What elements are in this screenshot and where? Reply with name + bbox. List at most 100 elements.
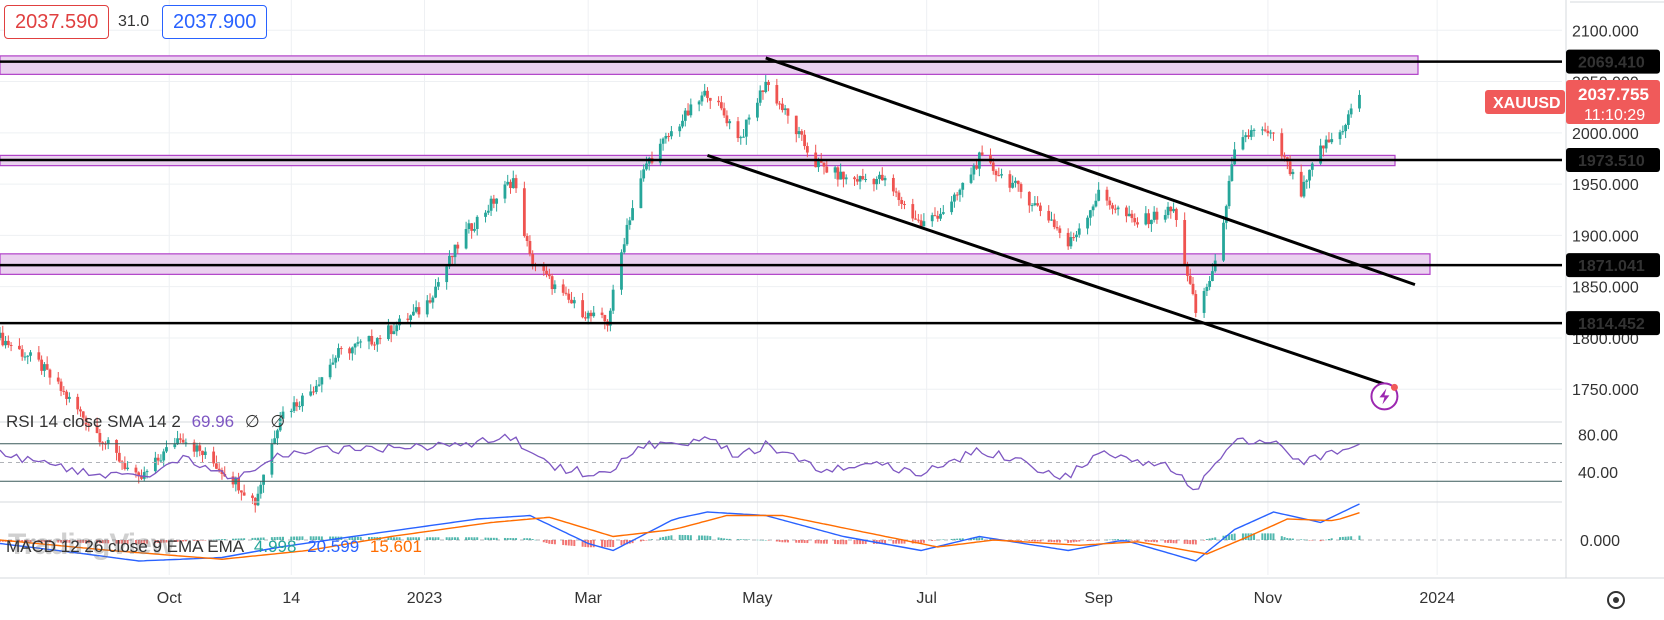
macd-histogram-bar <box>370 537 373 540</box>
time-tick-label[interactable]: Nov <box>1254 590 1282 607</box>
macd-histogram-bar <box>315 536 318 540</box>
macd-histogram-bar <box>1347 536 1350 540</box>
time-tick-label[interactable]: Mar <box>574 590 602 607</box>
macd-histogram-bar <box>1008 540 1011 541</box>
macd-histogram-bar <box>293 536 296 540</box>
channel-line-1[interactable] <box>765 56 1416 287</box>
horizontal-levels[interactable] <box>0 60 1562 325</box>
macd-histogram-bar <box>1289 538 1292 540</box>
macd-histogram-bar <box>470 537 473 540</box>
macd-histogram-bar <box>220 539 223 540</box>
candle-body <box>26 355 30 357</box>
macd-histogram-bar <box>1050 540 1053 543</box>
macd-histogram-bar <box>884 540 887 544</box>
macd-histogram-bar <box>281 536 284 540</box>
candle-body <box>891 177 895 192</box>
macd-histogram-bar <box>781 540 784 543</box>
macd-histogram-bar <box>184 540 187 542</box>
candle-body <box>492 198 496 204</box>
macd-histogram-bar <box>903 540 906 544</box>
macd-histogram-bar <box>104 540 107 544</box>
channel-lines[interactable] <box>706 56 1416 411</box>
time-axis[interactable]: Oct 14 2023 Mar May Jul Sep Nov 2024 <box>157 590 1625 609</box>
macd-signal-line <box>0 512 1360 561</box>
time-tick-label[interactable]: Oct <box>157 590 182 607</box>
time-tick-label[interactable]: Sep <box>1084 590 1113 607</box>
candle-body <box>237 477 241 491</box>
macd-histogram-bar <box>96 540 99 544</box>
candle-body <box>683 110 687 121</box>
macd-histogram-bar <box>21 540 24 543</box>
macd-histogram-bar <box>18 540 21 543</box>
macd-histogram-bar <box>526 538 529 540</box>
macd-histogram-bar <box>1186 540 1189 545</box>
candle-body <box>528 240 532 254</box>
candle-body <box>1266 130 1270 134</box>
macd-histogram-bar <box>806 540 809 544</box>
macd-histogram-bar <box>920 540 923 544</box>
macd-histogram-bar <box>412 537 415 540</box>
candle-body <box>1152 211 1156 220</box>
time-tick-label[interactable]: 2023 <box>407 590 443 607</box>
ask-price-box[interactable]: 2037.900 <box>162 5 268 39</box>
candle-body <box>220 470 224 475</box>
macd-histogram-bar <box>1019 540 1022 541</box>
macd-histogram-bar <box>936 539 939 541</box>
macd-histogram-bar <box>684 535 687 540</box>
macd-histogram-bar <box>1028 540 1031 542</box>
macd-histogram-bar <box>298 536 301 540</box>
channel-line-2[interactable] <box>706 153 1385 386</box>
macd-histogram-bar <box>567 540 570 546</box>
time-tick-label[interactable]: May <box>742 590 772 607</box>
macd-histogram-bar <box>609 540 612 548</box>
macd-histogram-bar <box>26 540 29 543</box>
macd-histogram-bar <box>60 540 63 543</box>
macd-histogram-bar <box>232 538 235 540</box>
macd-histogram-bar <box>834 540 837 545</box>
candle-body <box>1194 294 1198 313</box>
macd-histogram-bar <box>257 537 260 540</box>
candle-body <box>955 194 959 196</box>
macd-histogram-bar <box>40 540 43 543</box>
macd-histogram-bar <box>134 540 137 545</box>
candle-body <box>1172 208 1175 212</box>
bid-price-box[interactable]: 2037.590 <box>4 5 110 39</box>
macd-histogram-bar <box>165 540 168 543</box>
macd-histogram-bar <box>1033 540 1036 542</box>
macd-histogram-bar <box>931 540 934 541</box>
time-tick-label[interactable]: Jul <box>916 590 936 607</box>
rsi-extra-2: ∅ <box>270 412 286 431</box>
candle-body <box>137 472 141 477</box>
macd-histogram-bar <box>204 540 207 541</box>
settings-gear-icon[interactable] <box>1607 591 1625 609</box>
macd-histogram-bar <box>728 538 731 540</box>
time-tick-label[interactable]: 14 <box>282 590 300 607</box>
macd-histogram-bar <box>1305 539 1308 541</box>
candle-body <box>511 178 515 189</box>
candle-body <box>1310 163 1314 170</box>
candle-body <box>747 117 751 120</box>
macd-histogram-bar <box>623 540 626 545</box>
candle-body <box>192 442 196 452</box>
candle-body <box>1222 222 1225 261</box>
macd-histogram-bar <box>603 540 606 548</box>
candle-body <box>123 463 127 470</box>
time-tick-label[interactable]: 2024 <box>1419 590 1455 607</box>
macd-histogram-bar <box>301 536 304 540</box>
macd-legend[interactable]: MACD 12 26 close 9 EMA EMA 4.998 20.599 … <box>6 537 422 557</box>
macd-histogram-bar <box>237 538 240 540</box>
rsi-legend[interactable]: RSI 14 close SMA 14 2 69.96 ∅ ∅ <box>6 412 285 432</box>
candle-body <box>628 220 632 225</box>
macd-histogram-bar <box>709 536 712 540</box>
macd-histogram-bar <box>1291 538 1294 540</box>
macd-histogram-bar <box>892 540 895 544</box>
macd-histogram-bar <box>85 540 88 543</box>
candle-body <box>156 457 160 461</box>
candle-body <box>564 292 568 294</box>
price-tick-label: 2100.000 <box>1572 23 1639 40</box>
macd-signal-value: 15.601 <box>369 537 422 556</box>
macd-histogram-bar <box>581 540 584 547</box>
candle-body <box>1302 181 1306 197</box>
candle-body <box>1033 203 1037 206</box>
